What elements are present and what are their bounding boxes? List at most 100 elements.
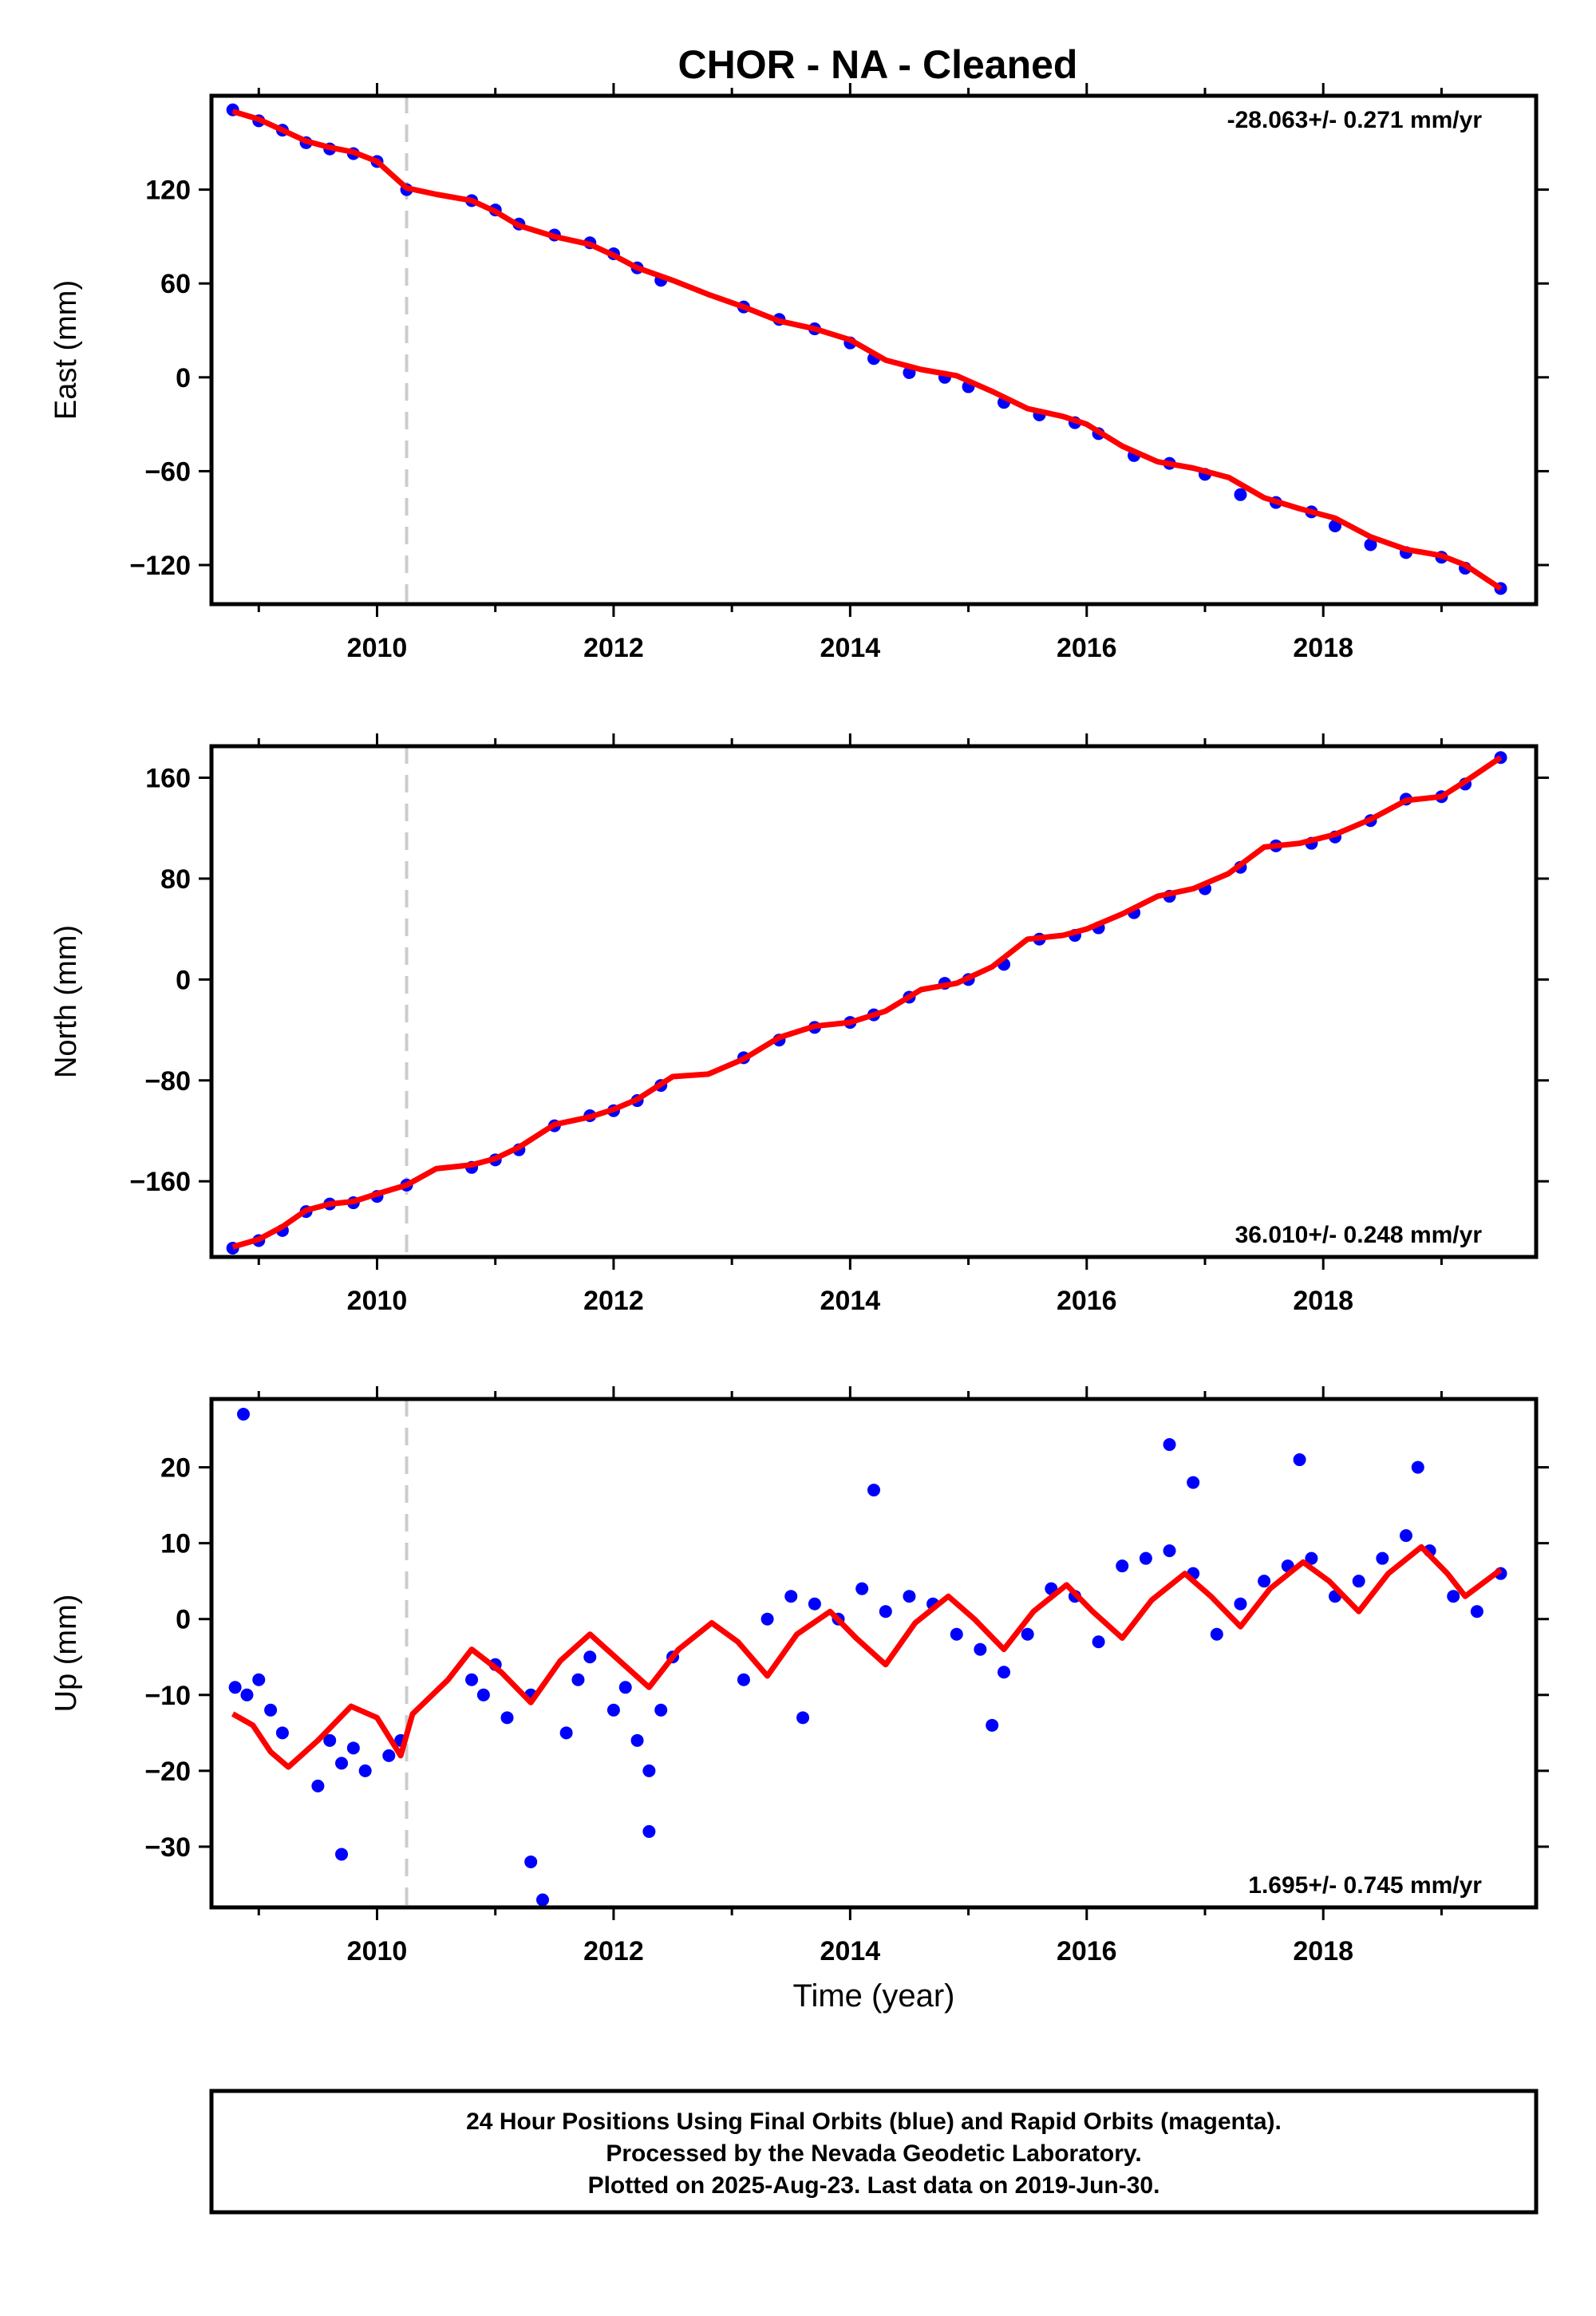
north-ytick-label: 80 — [160, 864, 191, 895]
north-model-line — [231, 755, 1503, 1250]
up-data-point — [642, 1764, 656, 1777]
up-ylabel: Up (mm) — [49, 1595, 83, 1713]
up-data-point — [264, 1703, 278, 1717]
up-data-point — [228, 1681, 242, 1694]
up-ytick-label: −10 — [144, 1681, 191, 1711]
east-xtick-label: 2014 — [820, 633, 881, 663]
east-ytick-label: 60 — [160, 269, 191, 299]
up-data-point — [903, 1590, 916, 1603]
up-data-point — [346, 1741, 360, 1755]
up-data-point — [1163, 1544, 1176, 1558]
up-data-point — [1305, 1551, 1318, 1565]
east-data-point — [1364, 538, 1377, 551]
up-data-point — [237, 1408, 251, 1421]
up-data-point — [465, 1673, 479, 1686]
up-data-point — [1293, 1453, 1306, 1467]
north-xtick-label: 2014 — [820, 1286, 881, 1316]
east-model-line — [231, 109, 1503, 591]
up-data-point — [323, 1733, 337, 1747]
north-ytick-label: −160 — [129, 1167, 191, 1197]
up-data-point — [358, 1764, 372, 1777]
up-data-point — [571, 1673, 585, 1686]
east-ytick-label: −60 — [144, 456, 191, 487]
footer-box — [209, 2089, 1539, 2215]
up-data-point — [618, 1681, 632, 1694]
up-rate-label: 1.695+/- 0.745 mm/yr — [1248, 1872, 1482, 1899]
north-ytick-label: 0 — [176, 965, 191, 995]
up-data-point — [1163, 1438, 1176, 1452]
up-data-point — [252, 1673, 266, 1686]
up-data-point — [986, 1718, 999, 1732]
up-data-point — [784, 1590, 798, 1603]
up-data-point — [311, 1779, 325, 1792]
east-panel: 120 60 0 −60 −120 2010 2012 2014 2016 2018 East (m… — [49, 83, 1549, 663]
footer-line-3: Plotted on 2025-Aug-23. Last data on 201… — [588, 2172, 1160, 2199]
up-data-point — [1234, 1597, 1247, 1611]
up-data-point — [760, 1612, 774, 1626]
up-ytick-label: 10 — [160, 1529, 191, 1559]
up-data-point — [1447, 1590, 1460, 1603]
figure-title: CHOR - NA - Cleaned — [678, 42, 1078, 87]
footer-line-1: 24 Hour Positions Using Final Orbits (bl… — [466, 2109, 1282, 2135]
up-xtick-label: 2012 — [583, 1936, 644, 1966]
up-data-point — [867, 1484, 880, 1497]
up-data-point — [382, 1749, 396, 1762]
up-ytick-label: 20 — [160, 1453, 191, 1484]
east-ytick-label: −120 — [129, 551, 191, 581]
north-ytick-label: −80 — [144, 1066, 191, 1097]
north-ylabel: North (mm) — [49, 925, 83, 1078]
up-data-point — [796, 1711, 810, 1725]
up-data-point — [1210, 1627, 1223, 1641]
up-xtick-label: 2010 — [347, 1936, 408, 1966]
up-data-point — [335, 1848, 349, 1861]
up-data-point — [606, 1703, 620, 1717]
north-frame — [209, 744, 1539, 1259]
east-ylabel: East (mm) — [49, 280, 83, 420]
up-frame — [209, 1397, 1539, 1910]
up-data-point — [1021, 1627, 1034, 1641]
east-data-point — [1234, 488, 1247, 501]
up-data-point — [240, 1688, 254, 1701]
up-ytick-label: −30 — [144, 1832, 191, 1863]
up-model-line — [231, 1543, 1503, 1770]
up-data-point — [524, 1855, 538, 1868]
east-ytick-label: 0 — [176, 363, 191, 393]
east-xtick-label: 2012 — [583, 633, 644, 663]
up-data-point — [275, 1726, 289, 1740]
up-data-point — [998, 1666, 1011, 1679]
east-xtick-label: 2018 — [1293, 633, 1353, 663]
north-xtick-label: 2012 — [583, 1286, 644, 1316]
up-data-point — [1411, 1460, 1424, 1474]
east-xtick-label: 2016 — [1057, 633, 1117, 663]
east-xtick-label: 2010 — [347, 633, 408, 663]
up-xtick-label: 2014 — [820, 1936, 881, 1966]
up-data-point — [737, 1673, 750, 1686]
up-data-point — [559, 1726, 573, 1740]
up-data-point — [1352, 1575, 1365, 1588]
north-rate-label: 36.010+/- 0.248 mm/yr — [1235, 1222, 1483, 1248]
up-data-point — [950, 1627, 963, 1641]
up-data-point — [583, 1650, 597, 1664]
up-ytick-label: −20 — [144, 1757, 191, 1787]
up-data-point — [1258, 1575, 1271, 1588]
up-data-point — [642, 1824, 656, 1838]
up-data-point — [335, 1757, 349, 1770]
up-data-point — [1092, 1635, 1105, 1649]
up-xtick-label: 2016 — [1057, 1936, 1117, 1966]
north-xtick-label: 2018 — [1293, 1286, 1353, 1316]
up-xtick-label: 2018 — [1293, 1936, 1353, 1966]
up-data-point — [500, 1711, 514, 1725]
up-data-point — [808, 1597, 821, 1611]
up-ytick-label: 0 — [176, 1605, 191, 1635]
north-panel: 160 80 0 −80 −160 2010 2012 2014 2016 2018 North (… — [49, 733, 1549, 1316]
up-xlabel: Time (year) — [793, 1978, 955, 2014]
up-data-point — [654, 1703, 668, 1717]
north-xtick-label: 2010 — [347, 1286, 408, 1316]
up-data-point — [630, 1733, 644, 1747]
up-data-point — [1139, 1551, 1152, 1565]
east-frame — [209, 93, 1539, 607]
up-data-point — [476, 1688, 490, 1701]
up-data-point — [974, 1642, 987, 1656]
north-ytick-label: 160 — [145, 764, 191, 794]
